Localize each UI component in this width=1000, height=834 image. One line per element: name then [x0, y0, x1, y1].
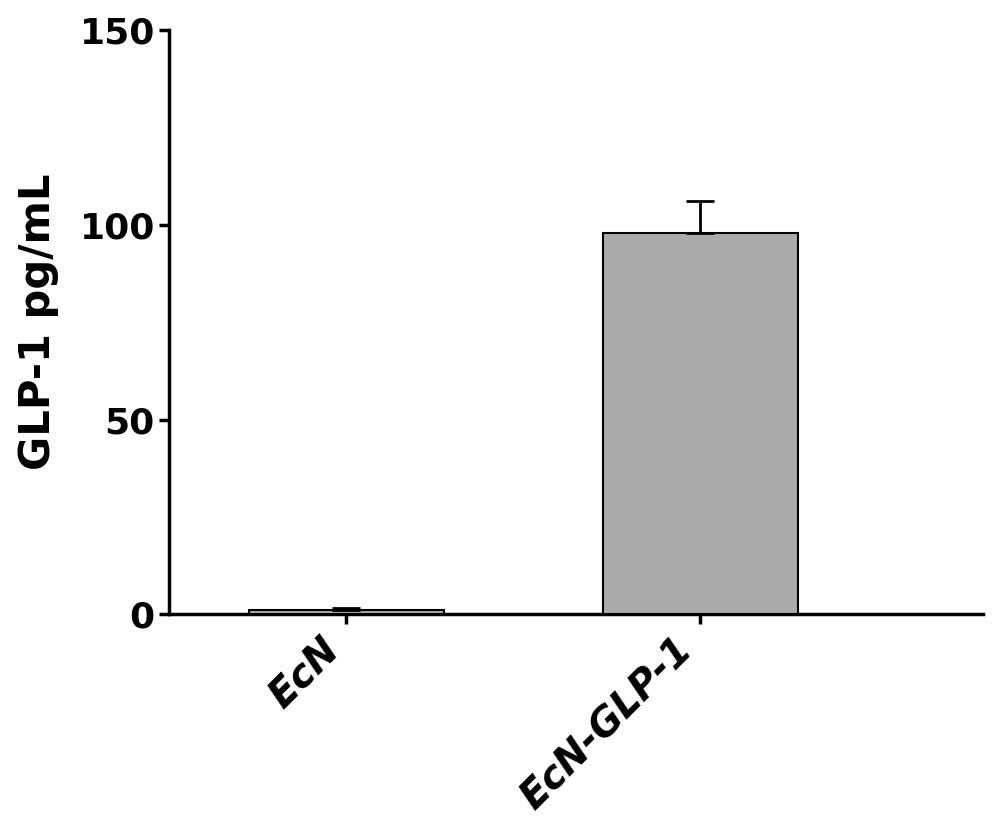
Y-axis label: GLP-1 pg/mL: GLP-1 pg/mL	[17, 174, 59, 470]
Bar	[249, 610, 444, 614]
Bar	[603, 233, 798, 614]
